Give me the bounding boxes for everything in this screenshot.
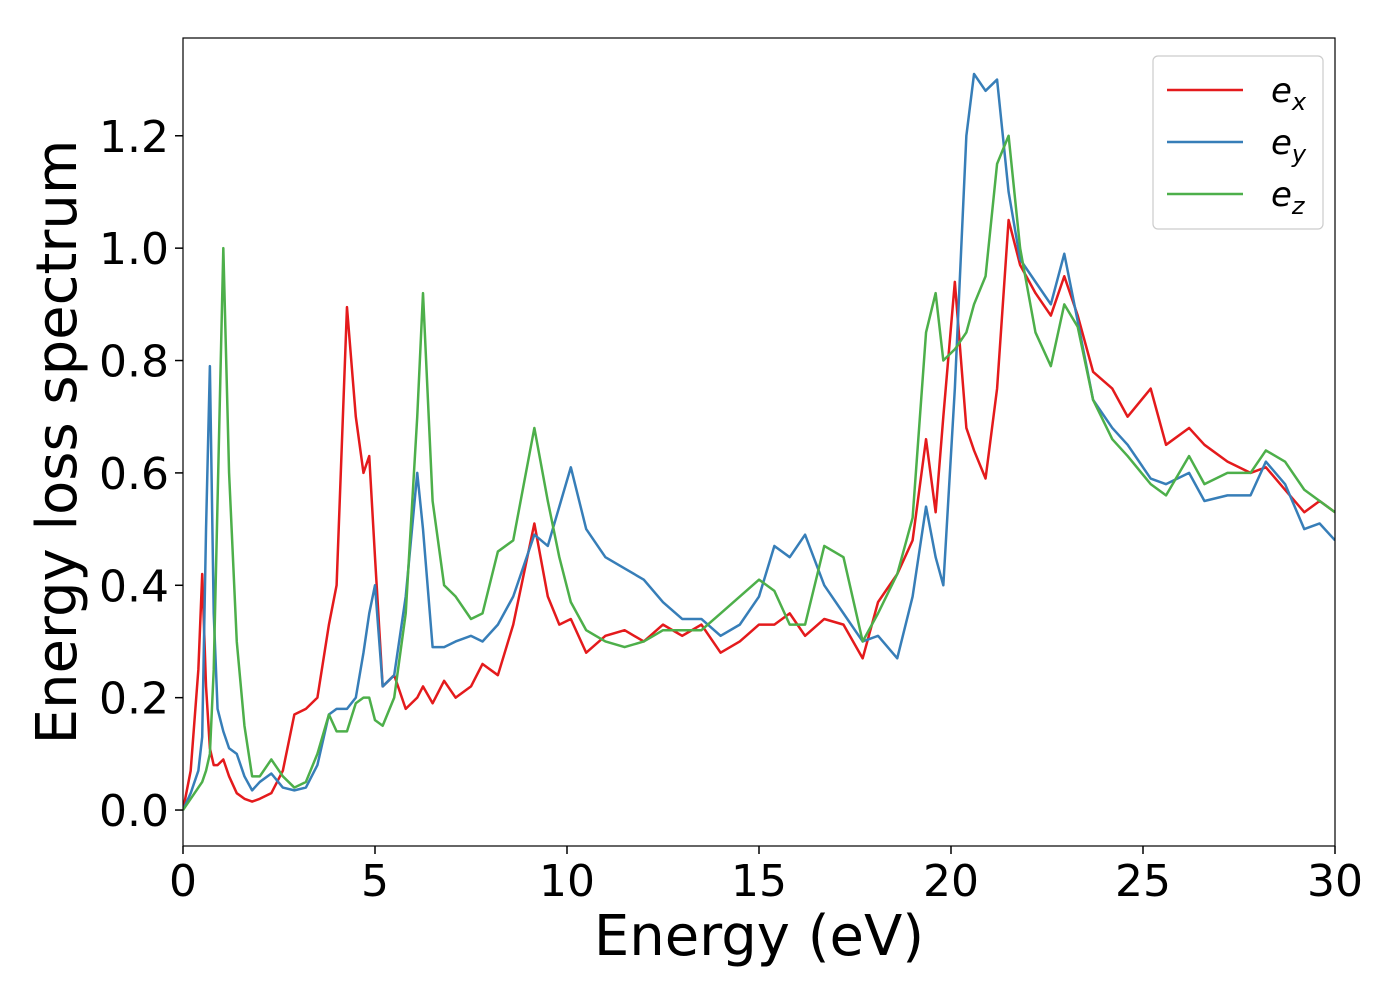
y-tick-label: 1.0 bbox=[99, 224, 169, 275]
y-tick-label: 0.2 bbox=[99, 674, 169, 725]
series-line bbox=[183, 218, 1335, 811]
x-tick-label: 20 bbox=[923, 856, 979, 907]
x-tick-label: 15 bbox=[731, 856, 787, 907]
series-line bbox=[183, 72, 1335, 811]
y-tick-label: 0.0 bbox=[99, 786, 169, 837]
legend-label: ex bbox=[1271, 71, 1307, 116]
x-tick-label: 30 bbox=[1307, 856, 1363, 907]
x-tick-label: 0 bbox=[169, 856, 197, 907]
y-tick-label: 0.8 bbox=[99, 337, 169, 388]
plot-frame bbox=[182, 37, 1336, 847]
x-tick-label: 25 bbox=[1115, 856, 1171, 907]
series-line bbox=[183, 134, 1335, 811]
legend-label: ey bbox=[1271, 123, 1307, 168]
x-axis-label: Energy (eV) bbox=[594, 904, 924, 969]
y-tick-label: 0.6 bbox=[99, 449, 169, 500]
y-axis-label: Energy loss spectrum bbox=[25, 140, 90, 745]
x-tick-label: 5 bbox=[361, 856, 389, 907]
x-tick-label: 10 bbox=[539, 856, 595, 907]
legend-label: ez bbox=[1271, 175, 1306, 220]
y-tick-label: 0.4 bbox=[99, 561, 169, 612]
y-tick-label: 1.2 bbox=[99, 112, 169, 163]
